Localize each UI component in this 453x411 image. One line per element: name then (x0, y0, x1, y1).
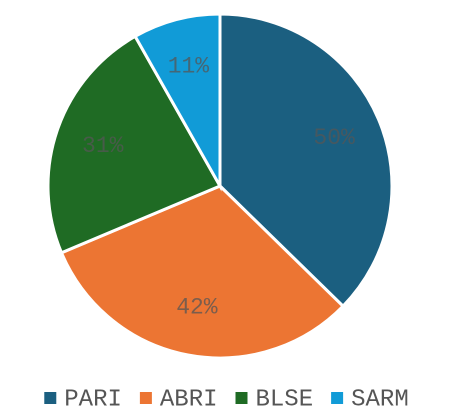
legend-marker (235, 392, 248, 404)
slice-label: 31% (82, 133, 124, 159)
slice-label: 11% (168, 53, 210, 79)
pie-slice (218, 12, 394, 309)
slice-label: 50% (313, 125, 355, 151)
slice-label: 42% (176, 295, 218, 321)
legend-marker (139, 392, 152, 404)
legend-label: ABRI (160, 386, 218, 411)
legend-label: SARM (351, 386, 409, 411)
pie-slice (46, 34, 223, 255)
pie-slice (133, 12, 222, 192)
legend-label: BLSE (256, 386, 314, 411)
legend-marker (44, 392, 57, 404)
legend-label: PARI (64, 386, 122, 411)
legend-marker (331, 392, 344, 404)
pie-slice (59, 184, 346, 360)
